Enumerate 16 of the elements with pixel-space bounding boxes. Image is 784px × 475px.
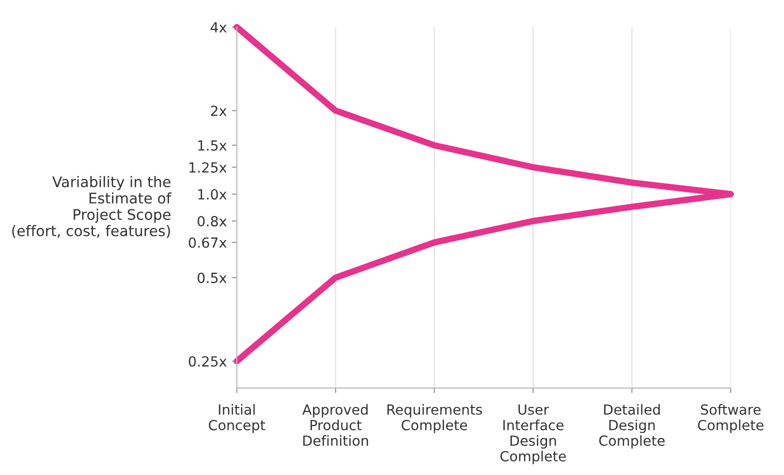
y-tick-label: 0.5x	[198, 272, 227, 284]
x-tick-label: Software Complete	[698, 404, 764, 434]
y-tick-label: 0.25x	[188, 356, 227, 367]
x-tick-label: Approved Product Definition	[302, 404, 368, 446]
y-axis-title: Variability in the Estimate of Project Scope (effort, cost, features)	[12, 176, 172, 238]
x-tick-label: Detailed Design Complete	[599, 404, 665, 449]
y-tick-label: 0.8x	[198, 216, 227, 226]
y-tick-label: 1.0x	[198, 189, 227, 200]
x-tick-label: Initial Concept	[208, 404, 266, 434]
x-tick-label: Requirements Complete	[387, 404, 482, 434]
y-tick-label: 0.67x	[188, 237, 227, 248]
y-tick-label: 1.25x	[189, 162, 227, 173]
y-tick-label: 4x	[210, 22, 227, 32]
x-tick-label: User Interface Design Complete	[500, 404, 566, 464]
y-tick-label: 1.5x	[198, 140, 227, 151]
y-tick-label: 2x	[211, 106, 227, 116]
